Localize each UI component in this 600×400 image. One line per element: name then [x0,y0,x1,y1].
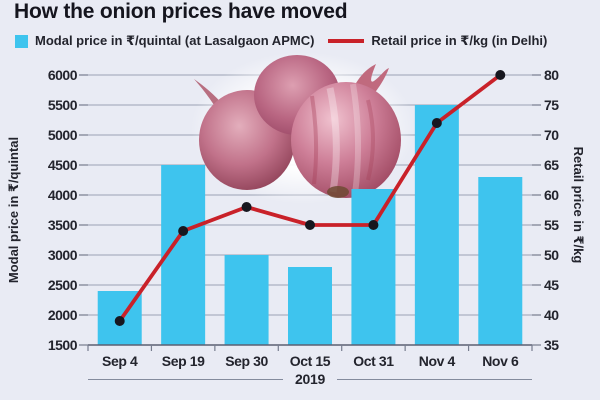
x-axis-tick-label: Sep 30 [225,353,268,369]
left-axis-tick-label: 5500 [48,97,78,113]
left-axis-tick-label: 6000 [48,67,78,83]
left-axis-tick-label: 4500 [48,157,78,173]
right-axis-tick-label: 40 [544,307,559,323]
left-axis-tick-label: 3000 [48,247,78,263]
onions-photo-image [191,52,415,204]
x-axis-tick-label: Oct 31 [353,353,394,369]
line-series-swatch-icon [328,39,365,43]
x-axis-tick-label: Sep 4 [102,353,138,369]
bar [351,189,396,345]
chart-legend: Modal price in ₹/quintal (at Lasalgaon A… [15,33,547,49]
line-point [305,220,315,230]
legend-item-modal-price: Modal price in ₹/quintal (at Lasalgaon A… [15,33,314,49]
legend-item-retail-price: Retail price in ₹/kg (in Delhi) [328,33,547,49]
x-axis-tick-label: Oct 15 [290,353,331,369]
left-axis-tick-label: 5000 [48,127,78,143]
bar-series-swatch-icon [15,34,28,48]
line-point [495,70,506,80]
line-point [241,202,252,212]
bar [478,177,523,345]
left-axis-tick-label: 4000 [48,187,78,203]
right-axis-tick-label: 35 [544,337,559,353]
left-axis-tick-label: 2000 [48,307,78,323]
right-axis-tick-label: 60 [544,187,559,203]
bar [414,105,459,345]
line-point [114,316,125,326]
line-point [368,220,379,230]
line-point [431,118,442,128]
right-axis-tick-label: 70 [544,127,559,143]
bar [224,255,269,345]
year-rule-right [336,378,533,380]
x-axis-year-label: 2019 [295,371,325,387]
right-axis-tick-label: 80 [544,67,559,83]
right-axis-tick-label: 45 [544,277,559,293]
left-axis-tick-label: 1500 [48,337,78,353]
line-point [178,226,189,236]
chart-title: How the onion prices have moved [14,0,348,23]
x-axis-tick-label: Sep 19 [162,353,205,369]
left-axis-tick-label: 3500 [48,217,78,233]
right-axis-tick-label: 75 [544,97,559,113]
left-axis-tick-label: 2500 [48,277,78,293]
legend-label-modal-price: Modal price in ₹/quintal (at Lasalgaon A… [35,33,315,48]
year-rule-left [88,378,284,380]
x-axis-tick-label: Nov 4 [419,353,456,369]
line-layer [114,70,506,326]
bar [288,267,332,345]
axis-labels-layer: 1500 2000 2500 3000 3500 4000 4500 5000 5500 6000… [48,67,560,369]
x-axis-year-row: 2019 [88,371,533,387]
legend-label-retail-price: Retail price in ₹/kg (in Delhi) [371,33,548,48]
right-axis-tick-label: 50 [544,247,559,263]
right-axis-tick-label: 65 [544,157,559,173]
right-axis-tick-label: 55 [544,217,559,233]
x-axis-tick-label: Nov 6 [482,353,519,369]
